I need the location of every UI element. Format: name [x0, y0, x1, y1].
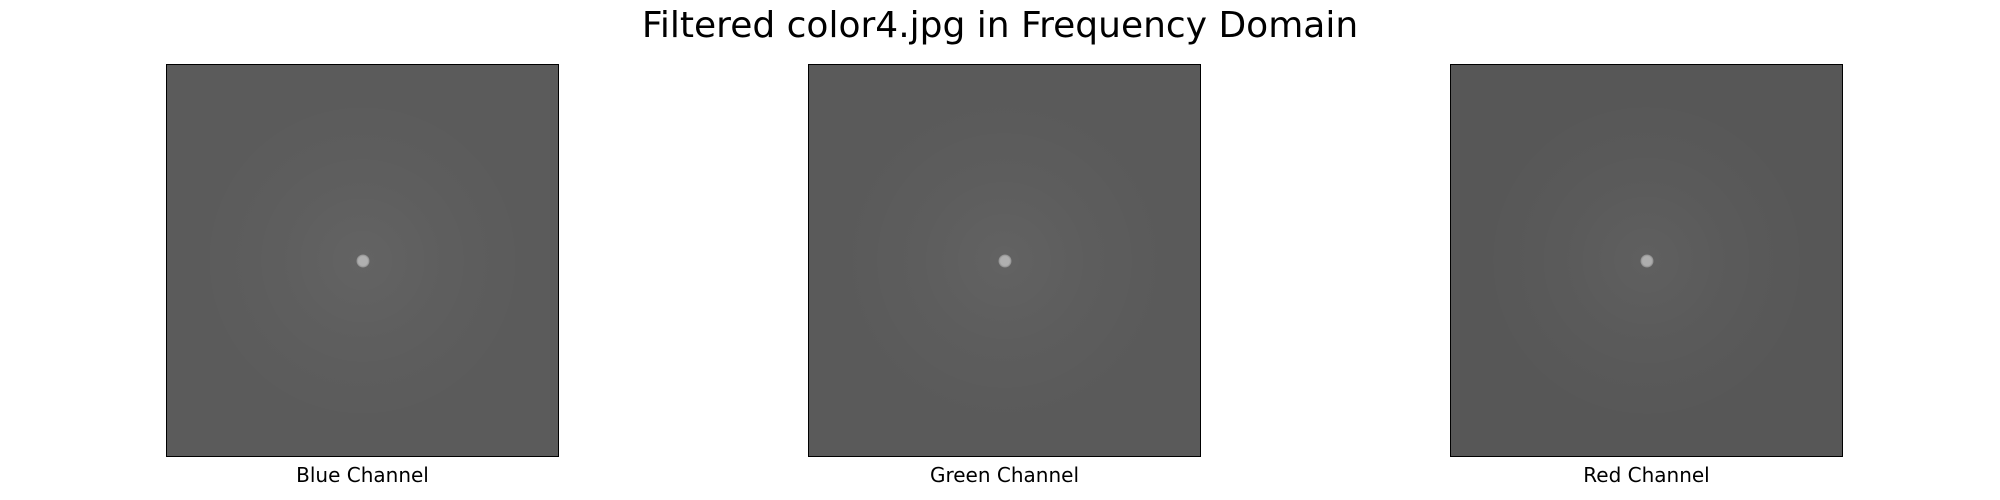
red-channel-label: Red Channel: [1450, 462, 1843, 488]
dc-component-dot-red: [1640, 254, 1653, 267]
dc-component-dot-green: [998, 254, 1011, 267]
blue-channel-label: Blue Channel: [166, 462, 559, 488]
figure-title: Filtered color4.jpg in Frequency Domain: [0, 4, 2000, 48]
dc-component-dot-blue: [356, 254, 369, 267]
green-channel-label: Green Channel: [808, 462, 1201, 488]
red-channel-spectrum: [1450, 64, 1843, 457]
green-channel-spectrum: [808, 64, 1201, 457]
blue-channel-spectrum: [166, 64, 559, 457]
